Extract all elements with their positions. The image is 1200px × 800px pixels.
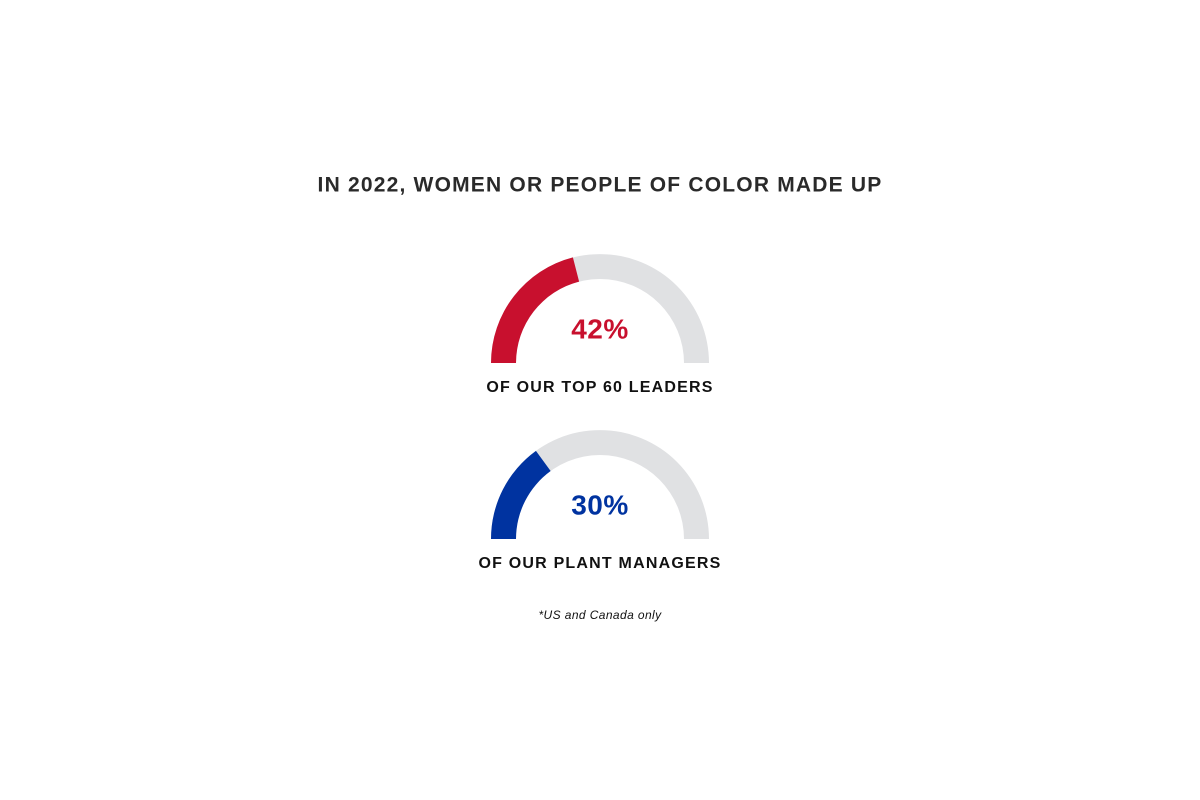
value-label: 42% — [571, 313, 629, 344]
gauge-value — [491, 257, 580, 363]
footnote: *US and Canada only — [538, 608, 662, 622]
gauge-label: OF OUR PLANT MANAGERS — [479, 555, 722, 572]
gauge-label: OF OUR TOP 60 LEADERS — [486, 379, 713, 396]
gauge-value — [491, 450, 551, 539]
gauge-track — [491, 430, 709, 539]
title: IN 2022, WOMEN OR PEOPLE OF COLOR MADE U… — [318, 174, 883, 197]
value-label: 30% — [571, 489, 629, 520]
